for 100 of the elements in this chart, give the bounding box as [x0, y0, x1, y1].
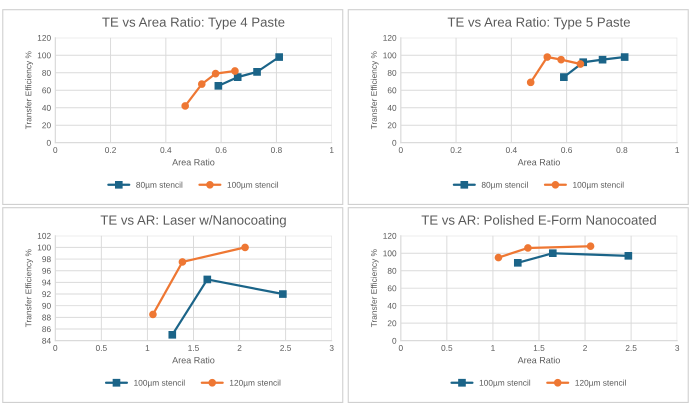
point	[231, 67, 239, 75]
point	[598, 56, 606, 64]
y-tick-label: 100	[383, 250, 396, 256]
y-tick-label: 20	[388, 122, 396, 128]
y-tick-label: 40	[388, 302, 396, 309]
chart-title: TE vs Area Ratio: Type 5 Paste	[448, 17, 630, 30]
y-tick-label: 0	[392, 140, 396, 146]
y-axis-title: Transfer Efficiency %	[25, 249, 34, 328]
y-tick-label: 60	[388, 87, 396, 94]
legend-label: 80µm stencil	[482, 182, 528, 190]
legend-label: 100µm stencil	[228, 182, 278, 190]
point	[514, 259, 522, 267]
x-tick-label: 0	[53, 147, 58, 153]
point	[526, 78, 535, 86]
point	[557, 56, 565, 64]
point	[214, 82, 222, 90]
point	[548, 249, 557, 258]
x-axis-title: Area Ratio	[172, 356, 214, 364]
y-tick-label: 60	[42, 87, 51, 94]
y-tick-label: 86	[42, 326, 51, 332]
x-tick-label: 3	[675, 345, 680, 351]
point	[576, 60, 584, 68]
point	[279, 290, 287, 298]
point	[494, 254, 502, 262]
y-tick-label: 102	[38, 232, 51, 239]
y-tick-label: 88	[42, 314, 51, 320]
x-tick-label: 0.6	[561, 147, 572, 153]
point	[234, 73, 242, 81]
y-tick-label: 80	[388, 70, 396, 76]
x-tick-label: 1.5	[188, 345, 199, 351]
x-tick-label: 1	[146, 345, 150, 351]
legend-label: 100µm stencil	[573, 182, 624, 190]
chart-title: TE vs AR: Polished E-Form Nanocoated	[422, 215, 656, 225]
y-tick-label: 40	[388, 104, 396, 111]
chart-title: TE vs AR: Laser w/Nanocoating	[100, 215, 286, 228]
x-tick-label: 0.4	[506, 147, 517, 153]
y-axis-title: Transfer Efficiency %	[370, 51, 379, 130]
y-tick-label: 90	[42, 302, 51, 309]
point	[524, 244, 532, 252]
point	[198, 80, 206, 88]
y-tick-label: 120	[383, 232, 396, 239]
point	[241, 244, 249, 252]
point	[275, 53, 283, 61]
x-tick-label: 0	[398, 345, 403, 351]
x-tick-label: 0.5	[96, 345, 107, 351]
x-tick-label: 0.2	[105, 147, 116, 153]
y-tick-label: 120	[383, 34, 396, 41]
x-tick-label: 1	[676, 147, 680, 153]
x-tick-label: 0.4	[160, 147, 172, 153]
legend-label: 100µm stencil	[134, 380, 185, 388]
y-axis-title: Transfer Efficiency %	[370, 249, 379, 328]
y-tick-label: 96	[42, 268, 51, 274]
y-tick-label: 20	[388, 320, 396, 326]
point	[149, 310, 157, 318]
point	[253, 68, 261, 76]
point	[168, 331, 176, 339]
y-tick-label: 80	[388, 268, 396, 274]
chart-title: TE vs Area Ratio: Type 4 Paste	[102, 17, 284, 30]
x-tick-label: 0.8	[270, 147, 282, 153]
y-tick-label: 60	[388, 285, 396, 292]
y-axis-title: Transfer Efficiency %	[25, 51, 34, 130]
x-tick-label: 0.2	[450, 147, 462, 153]
x-tick-label: 1	[491, 345, 495, 351]
y-tick-label: 84	[42, 338, 51, 344]
x-tick-label: 2	[583, 345, 587, 351]
point	[620, 53, 628, 61]
x-tick-label: 2.5	[626, 345, 637, 351]
x-tick-label: 2.5	[280, 345, 292, 351]
x-tick-label: 0.5	[441, 345, 452, 351]
x-tick-label: 1.5	[534, 345, 544, 351]
x-tick-label: 0	[398, 147, 403, 153]
x-axis-title: Area Ratio	[518, 356, 560, 364]
y-tick-label: 98	[42, 256, 51, 262]
y-tick-label: 20	[42, 122, 51, 128]
legend-label: 120µm stencil	[575, 380, 626, 388]
point	[560, 73, 568, 81]
point	[586, 242, 594, 250]
point	[624, 252, 632, 260]
y-tick-label: 40	[42, 104, 51, 111]
point	[203, 276, 212, 284]
y-tick-label: 80	[42, 70, 51, 76]
x-tick-label: 0.8	[616, 147, 628, 153]
x-tick-label: 0	[53, 345, 58, 351]
y-tick-label: 120	[38, 34, 51, 41]
legend-label: 80µm stencil	[136, 182, 182, 190]
point	[178, 258, 186, 266]
y-tick-label: 100	[383, 52, 396, 58]
x-tick-label: 2	[238, 345, 242, 351]
point	[543, 53, 552, 61]
y-tick-label: 0	[392, 338, 396, 344]
y-tick-label: 0	[46, 140, 51, 146]
x-axis-title: Area Ratio	[518, 158, 560, 166]
x-tick-label: 0.6	[216, 147, 227, 153]
x-axis-title: Area Ratio	[172, 158, 214, 166]
y-tick-label: 100	[38, 244, 51, 250]
y-tick-label: 92	[42, 291, 51, 298]
legend-label: 120µm stencil	[230, 380, 280, 388]
legend-label: 100µm stencil	[480, 380, 530, 388]
y-tick-label: 100	[38, 52, 51, 58]
point	[212, 70, 220, 78]
